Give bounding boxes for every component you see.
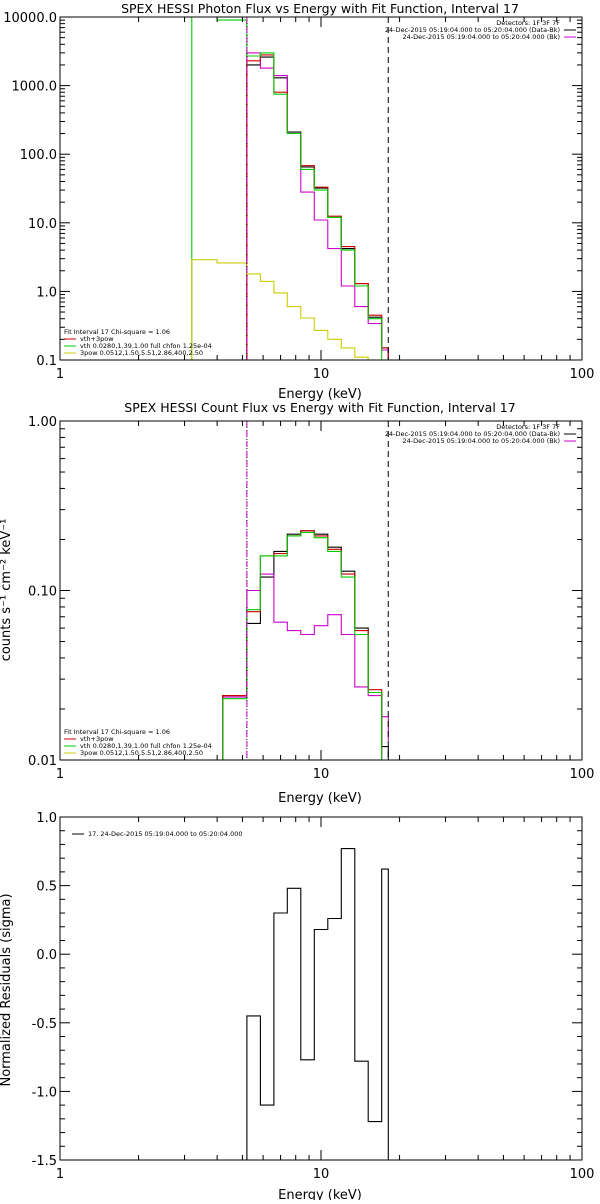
photon-flux-info-text: 24-Dec-2015 05:19:04.000 to 05:20:04.000… — [403, 33, 561, 41]
photon-flux-legend-text: 3pow 0.0512,1.50,5.51,2.86,400,2.50 — [80, 349, 203, 357]
residuals-series-residual — [246, 848, 389, 1160]
count-flux-series-vth — [222, 531, 383, 760]
photon-flux-x-axis-label: Energy (keV) — [278, 387, 362, 402]
count-flux-title: SPEX HESSI Count Flux vs Energy with Fit… — [124, 400, 515, 415]
count-flux-series-vth-3pow — [222, 530, 383, 760]
residuals-y-axis-label: Normalized Residuals (sigma) — [0, 893, 14, 1086]
photon-flux-info-text: 24-Dec-2015 05:19:04.000 to 05:20:04.000… — [385, 26, 560, 34]
residuals-x-tick-label: 100 — [570, 1167, 595, 1182]
count-flux-series-group — [222, 530, 389, 760]
residuals-y-tick-label: -1.0 — [32, 1085, 57, 1100]
photon-flux-series-3pow — [191, 259, 369, 360]
residuals-x-tick-label: 1 — [56, 1167, 64, 1182]
count-flux-axes-frame — [59, 420, 583, 761]
count-flux-y-tick-label: 1.00 — [28, 415, 57, 430]
count-flux-legend-text: 3pow 0.0512,1.50,5.51,2.86,400,2.50 — [80, 749, 203, 757]
photon-flux-x-tick-label: 1 — [56, 367, 64, 382]
count-flux-legend-text: vth 0.0280,1.39,1.00 full chfon 1.25e-04 — [80, 742, 212, 750]
count-flux-x-tick-label: 10 — [313, 767, 330, 782]
photon-flux-legend-text: vth+3pow — [80, 335, 114, 343]
residuals-y-tick-label: 0.5 — [36, 880, 57, 895]
photon-flux-info-text: Detectors: 1F 3F 7F — [496, 19, 560, 27]
photon-flux-panel: SPEX HESSI Photon Flux vs Energy with Fi… — [3, 1, 594, 402]
photon-flux-y-tick-label: 10.0 — [28, 217, 57, 232]
photon-flux-title: SPEX HESSI Photon Flux vs Energy with Fi… — [121, 1, 519, 16]
photon-flux-series-data-bk — [246, 56, 389, 360]
count-flux-x-axis-label: Energy (keV) — [278, 791, 362, 806]
photon-flux-series-vth-3pow — [246, 54, 389, 360]
count-flux-legend-text: Fit Interval 17 Chi-square = 1.06 — [64, 728, 170, 736]
count-flux-info-text: Detectors: 1F 3F 7F — [496, 423, 560, 431]
count-flux-x-tick-label: 1 — [56, 767, 64, 782]
photon-flux-y-tick-label: 1000.0 — [12, 80, 58, 95]
photon-flux-series-vth — [191, 17, 383, 360]
residuals-y-tick-label: 0.0 — [36, 948, 57, 963]
residuals-y-tick-label: 1.0 — [36, 811, 57, 826]
residuals-x-tick-label: 10 — [313, 1167, 330, 1182]
count-flux-y-axis-label: counts s⁻¹ cm⁻² keV⁻¹ — [0, 519, 14, 662]
count-flux-series-bk — [222, 573, 389, 760]
photon-flux-series-bk — [246, 52, 389, 360]
residuals-x-axis-label: Energy (keV) — [278, 1188, 362, 1200]
photon-flux-y-tick-label: 1.0 — [36, 285, 57, 300]
photon-flux-series-group — [191, 17, 389, 360]
residuals-y-tick-label: -0.5 — [32, 1017, 57, 1032]
residuals-y-tick-label: -1.5 — [32, 1154, 57, 1169]
photon-flux-y-tick-label: 10000.0 — [3, 11, 57, 26]
photon-flux-legend-text: Fit Interval 17 Chi-square = 1.06 — [64, 328, 170, 336]
count-flux-y-tick-label: 0.10 — [28, 585, 57, 600]
count-flux-series-data-bk — [222, 530, 389, 760]
count-flux-panel: SPEX HESSI Count Flux vs Energy with Fit… — [0, 400, 594, 806]
photon-flux-legend-text: vth 0.0280,1.39,1.00 full chfon 1.25e-04 — [80, 342, 212, 350]
count-flux-y-tick-label: 0.01 — [28, 754, 57, 769]
count-flux-info-text: 24-Dec-2015 05:19:04.000 to 05:20:04.000… — [385, 430, 560, 438]
photon-flux-y-tick-label: 0.1 — [36, 354, 57, 369]
count-flux-info-text: 24-Dec-2015 05:19:04.000 to 05:20:04.000… — [403, 437, 561, 445]
count-flux-x-tick-label: 100 — [570, 767, 595, 782]
photon-flux-x-tick-label: 100 — [570, 367, 595, 382]
residuals-axes-frame — [59, 816, 583, 1161]
photon-flux-x-tick-label: 10 — [313, 367, 330, 382]
residuals-legend-text: 17. 24-Dec-2015 05:19:04.000 to 05:20:04… — [88, 830, 243, 838]
residuals-panel: Energy (keV) Normalized Residuals (sigma… — [0, 811, 595, 1203]
photon-flux-y-tick-label: 100.0 — [20, 148, 57, 163]
residuals-series-group — [246, 848, 389, 1160]
count-flux-legend-text: vth+3pow — [80, 735, 114, 743]
